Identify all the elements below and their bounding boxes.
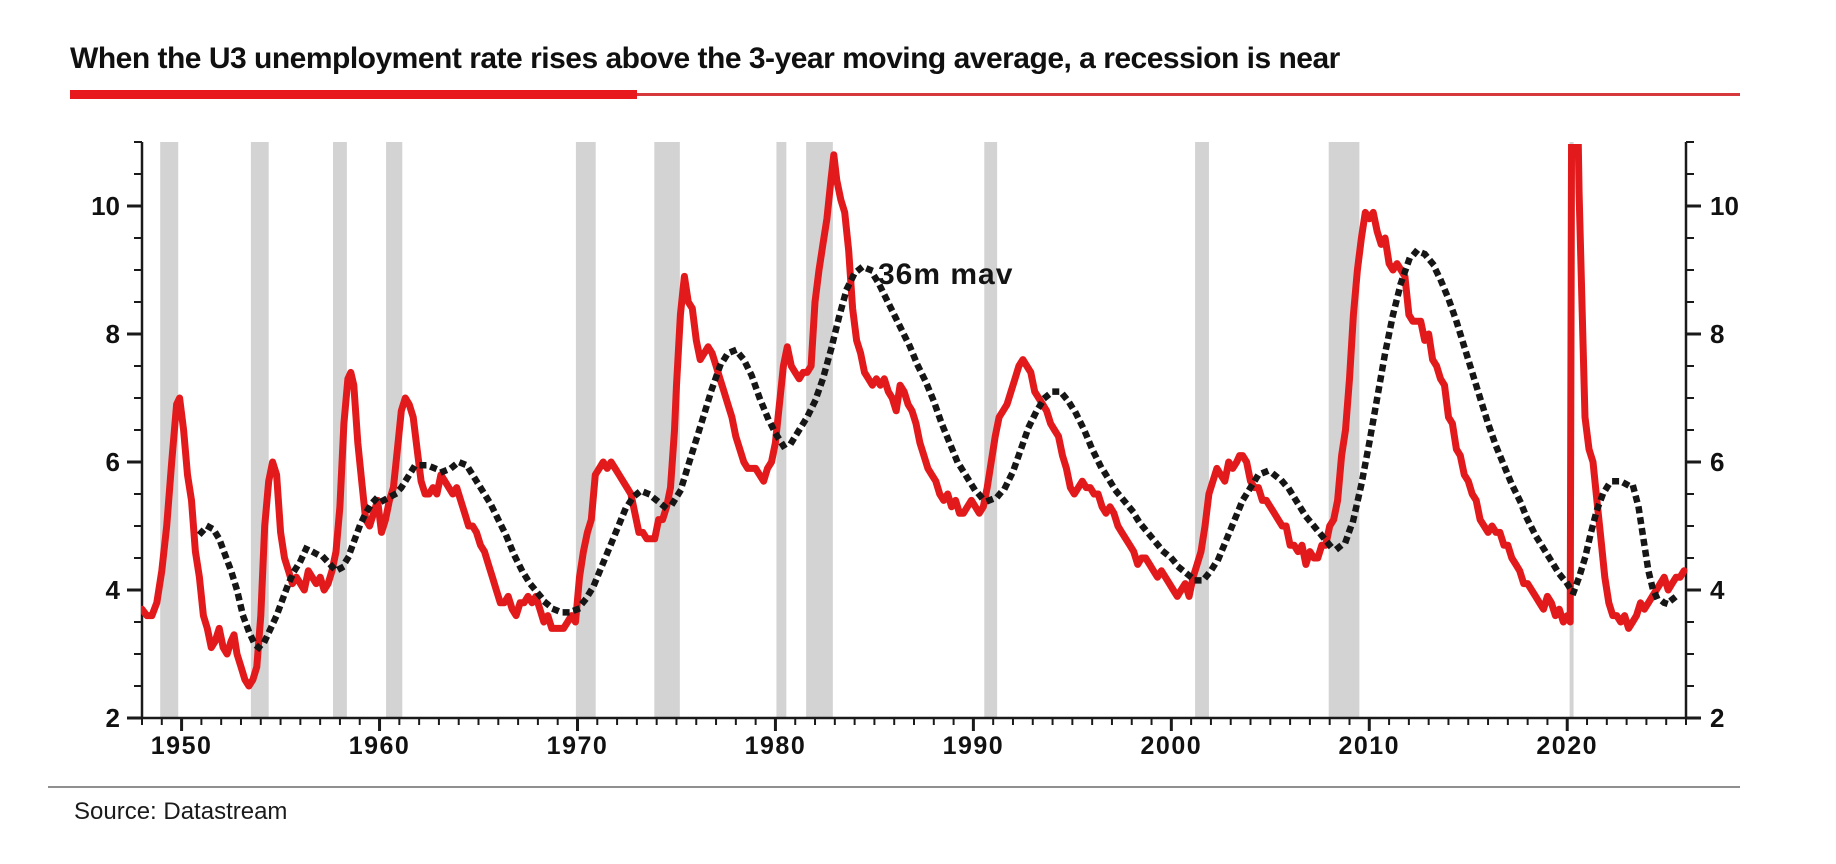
- y-axis-tick-label: 10: [1710, 191, 1739, 221]
- y-axis-tick-label: 10: [91, 191, 120, 221]
- recession-band: [806, 142, 833, 718]
- y-axis-tick-label: 8: [1710, 319, 1724, 349]
- title-underline-thin: [637, 93, 1740, 96]
- y-axis-tick-label: 6: [106, 447, 120, 477]
- recession-band: [386, 142, 403, 718]
- x-axis-tick-label: 2020: [1536, 732, 1598, 760]
- footer-divider: [48, 786, 1740, 788]
- y-axis-tick-label: 2: [1710, 703, 1724, 733]
- recession-band: [776, 142, 787, 718]
- mav-line: [196, 246, 1681, 653]
- x-axis-tick-label: 2010: [1338, 732, 1400, 760]
- recession-band: [575, 142, 596, 718]
- u3-line: [141, 144, 1688, 690]
- source-text: Source: Datastream: [74, 798, 288, 825]
- x-axis-tick-label: 2000: [1141, 732, 1203, 760]
- y-axis-tick-label: 6: [1710, 447, 1724, 477]
- mav-annotation-label: 36m mav: [878, 258, 1014, 291]
- x-axis-tick-label: 1950: [151, 732, 213, 760]
- x-axis-tick-label: 1990: [943, 732, 1005, 760]
- title-underline-thick: [70, 90, 637, 99]
- y-axis-tick-label: 4: [1710, 575, 1725, 605]
- y-axis-tick-label: 2: [106, 703, 120, 733]
- y-axis-tick-label: 8: [106, 319, 120, 349]
- page-title: When the U3 unemployment rate rises abov…: [70, 42, 1340, 75]
- recession-band: [984, 142, 998, 718]
- x-axis-tick-label: 1970: [547, 732, 609, 760]
- y-axis-tick-label: 4: [106, 575, 121, 605]
- x-axis-tick-label: 1960: [349, 732, 411, 760]
- x-axis-tick-label: 1980: [745, 732, 807, 760]
- recession-band: [333, 142, 347, 718]
- recession-band: [1195, 142, 1209, 718]
